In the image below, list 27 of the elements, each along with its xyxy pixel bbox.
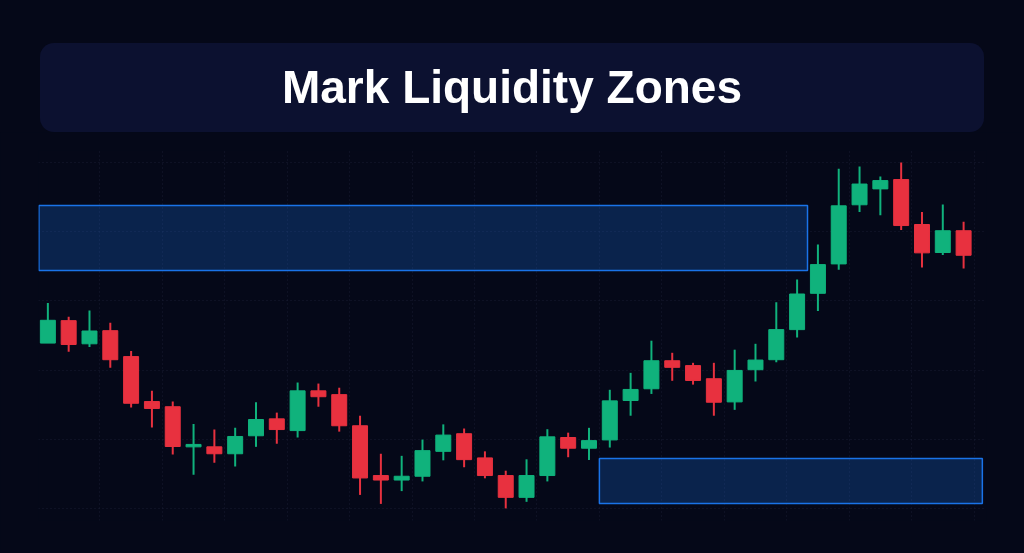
- candlestick: [393, 454, 410, 493]
- candlestick: [497, 469, 514, 510]
- candlestick: [705, 361, 722, 417]
- candlestick: [560, 431, 577, 459]
- chart-title: Mark Liquidity Zones: [281, 60, 743, 115]
- candlestick: [435, 423, 452, 462]
- candlestick: [268, 411, 285, 445]
- candlestick: [143, 389, 160, 429]
- candlestick: [622, 371, 639, 417]
- candlestick: [310, 382, 327, 408]
- candlestick: [580, 426, 597, 461]
- candlestick: [227, 426, 244, 468]
- candlestick: [206, 428, 223, 464]
- candlestick: [872, 175, 889, 217]
- candlestick: [372, 452, 389, 505]
- candlestick: [185, 423, 202, 476]
- candlestick: [60, 315, 77, 353]
- candlestick: [476, 450, 493, 480]
- candlestick: [747, 342, 764, 383]
- candlestick: [39, 302, 56, 345]
- candlestick: [934, 203, 951, 256]
- candlestick: [851, 165, 868, 214]
- candlestick: [81, 309, 98, 348]
- candlestick: [248, 401, 264, 448]
- candlestick: [518, 458, 535, 503]
- candlestick: [685, 361, 702, 386]
- candlestick: [664, 351, 681, 382]
